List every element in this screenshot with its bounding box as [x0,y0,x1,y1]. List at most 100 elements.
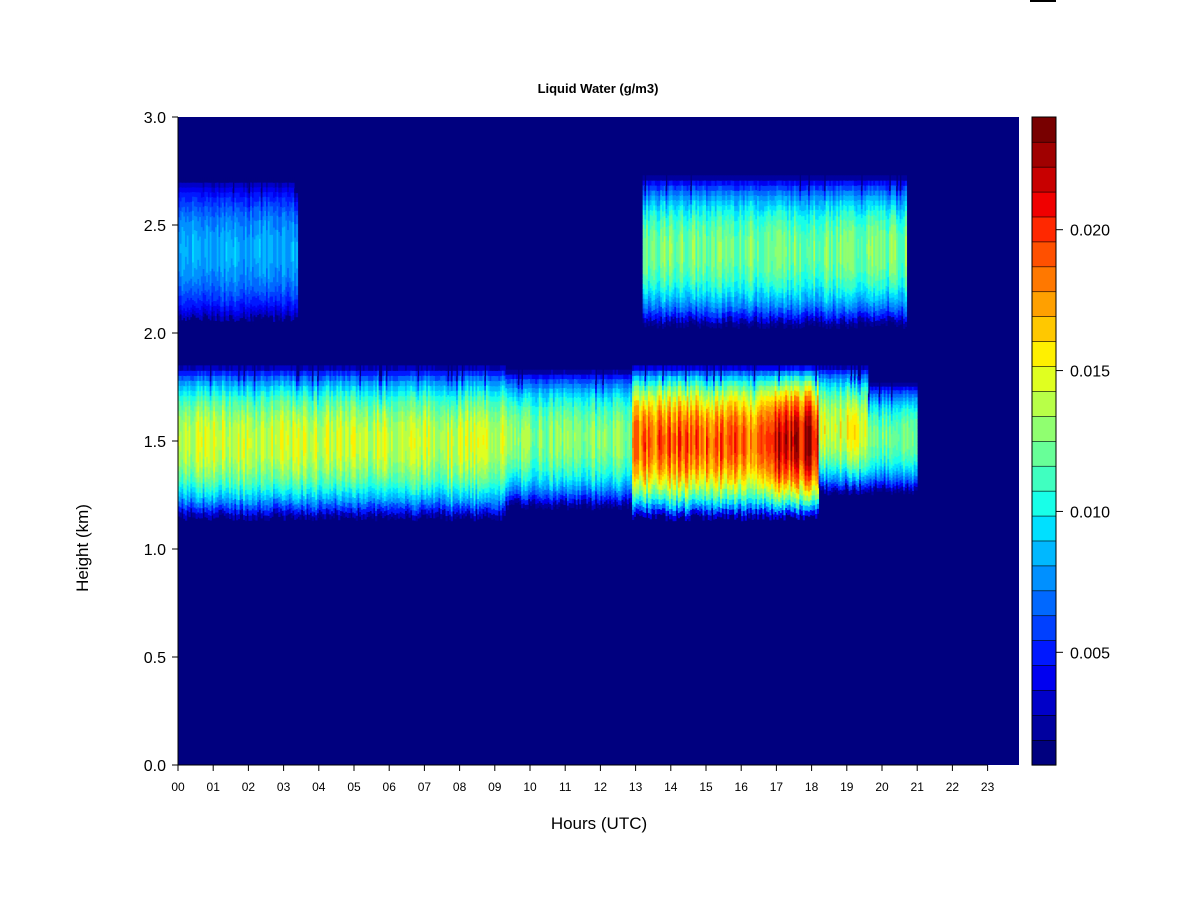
heatmap-cell [339,490,343,497]
heatmap-cell [431,454,434,460]
heatmap-cell [260,462,263,468]
heatmap-cell [392,487,395,493]
heatmap-cell [202,365,205,371]
heatmap-cell [241,370,244,376]
heatmap-cell [364,375,367,382]
heatmap-cell [376,474,380,480]
heatmap-cell [317,512,320,518]
heatmap-cell [427,390,431,396]
heatmap-cell [366,375,369,381]
heatmap-cell [214,456,218,462]
heatmap-cell [405,365,408,371]
heatmap-cell [352,410,355,417]
heatmap-cell [422,434,425,441]
heatmap-cell [394,468,397,474]
heatmap-cell [230,411,233,417]
heatmap-cell [250,422,253,428]
heatmap-cell [412,453,415,459]
heatmap-cell [408,491,411,498]
heatmap-cell [336,450,339,456]
heatmap-cell [429,482,432,488]
heatmap-cell [302,430,306,436]
heatmap-cell [225,431,228,438]
heatmap-cell [244,489,248,496]
heatmap-cell [457,450,460,456]
heatmap-cell [410,435,413,441]
heatmap-cell [338,478,341,485]
heatmap-cell [456,493,459,499]
heatmap-cell [443,493,446,500]
heatmap-cell [371,365,374,371]
heatmap-cell [422,370,425,376]
heatmap-cell [456,465,459,471]
heatmap-cell [253,514,256,520]
heatmap-cell [429,370,432,376]
heatmap-cell [253,447,256,454]
heatmap-cell [410,485,413,491]
heatmap-cell [302,385,306,391]
heatmap-cell [200,507,204,514]
heatmap-cell [410,475,413,481]
heatmap-cell [264,370,267,377]
heatmap-cell [322,452,325,458]
heatmap-cell [357,448,360,455]
heatmap-cell [178,385,181,391]
heatmap-cell [408,370,411,376]
heatmap-cell [207,401,211,407]
heatmap-cell [285,365,288,371]
heatmap-cell [266,504,269,511]
heatmap-cell [443,375,446,381]
heatmap-cell [440,452,443,458]
heatmap-cell [413,494,416,501]
heatmap-cell [364,380,367,387]
heatmap-cell [190,493,193,499]
heatmap-cell [281,495,284,501]
heatmap-cell [454,498,457,504]
heatmap-cell [318,385,321,391]
heatmap-cell [204,405,207,412]
heatmap-cell [327,400,330,406]
heatmap-cell [248,489,251,496]
heatmap-cell [234,434,237,440]
heatmap-cell [278,456,281,462]
heatmap-cell [258,429,262,436]
heatmap-cell [354,482,357,488]
heatmap-cell [399,476,402,482]
heatmap-cell [331,485,334,492]
heatmap-cell [457,405,460,411]
heatmap-cell [394,375,397,382]
heatmap-cell [223,485,226,491]
heatmap-cell [197,410,200,417]
heatmap-cell [436,466,439,472]
heatmap-cell [348,436,351,442]
heatmap-cell [420,439,424,446]
heatmap-cell [248,396,251,402]
heatmap-cell [371,508,374,514]
heatmap-cell [348,365,351,371]
heatmap-cell [243,443,246,449]
heatmap-cell [427,500,431,506]
heatmap-cell [442,445,445,451]
heatmap-cell [227,395,230,402]
heatmap-cell [450,491,453,498]
heatmap-cell [285,475,288,481]
heatmap-cell [220,509,223,515]
heatmap-cell [320,496,323,502]
heatmap-cell [239,365,242,371]
heatmap-cell [408,476,411,483]
heatmap-cell [434,410,438,417]
heatmap-cell [394,427,397,433]
heatmap-cell [192,476,195,483]
heatmap-cell [382,370,385,376]
heatmap-cell [387,468,390,474]
heatmap-cell [373,385,376,391]
heatmap-cell [313,461,316,467]
heatmap-cell [331,365,334,371]
heatmap-cell [317,423,320,429]
heatmap-cell [190,444,193,450]
heatmap-cell [405,440,408,446]
heatmap-cell [283,427,286,433]
heatmap-cell [390,375,394,381]
heatmap-cell [274,444,277,450]
heatmap-cell [292,465,295,471]
